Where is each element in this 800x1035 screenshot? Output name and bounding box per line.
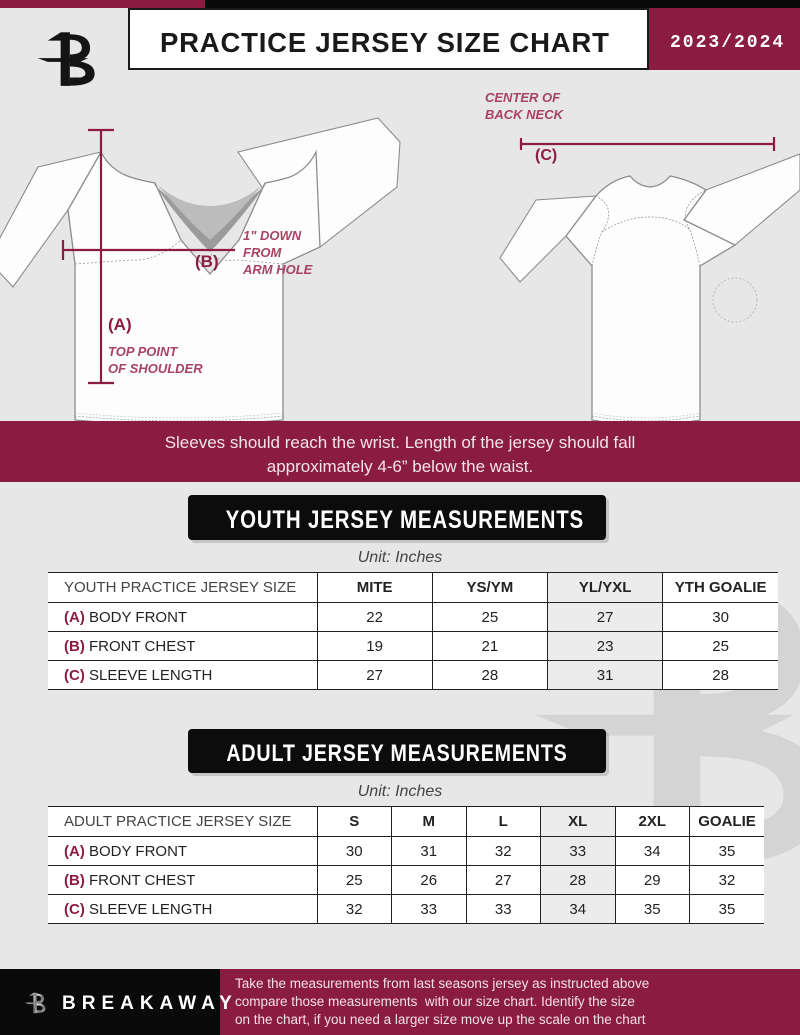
svg-text:BACK NECK: BACK NECK bbox=[485, 107, 565, 122]
svg-text:(B): (B) bbox=[195, 252, 219, 271]
svg-text:ARM HOLE: ARM HOLE bbox=[242, 262, 313, 277]
svg-text:TOP POINT: TOP POINT bbox=[108, 344, 178, 359]
svg-text:OF SHOULDER: OF SHOULDER bbox=[108, 361, 203, 376]
svg-text:FROM: FROM bbox=[243, 245, 282, 260]
svg-text:(A): (A) bbox=[108, 315, 132, 334]
svg-text:(C): (C) bbox=[535, 147, 557, 164]
svg-text:1" DOWN: 1" DOWN bbox=[243, 228, 302, 243]
svg-text:CENTER OF: CENTER OF bbox=[485, 90, 561, 105]
